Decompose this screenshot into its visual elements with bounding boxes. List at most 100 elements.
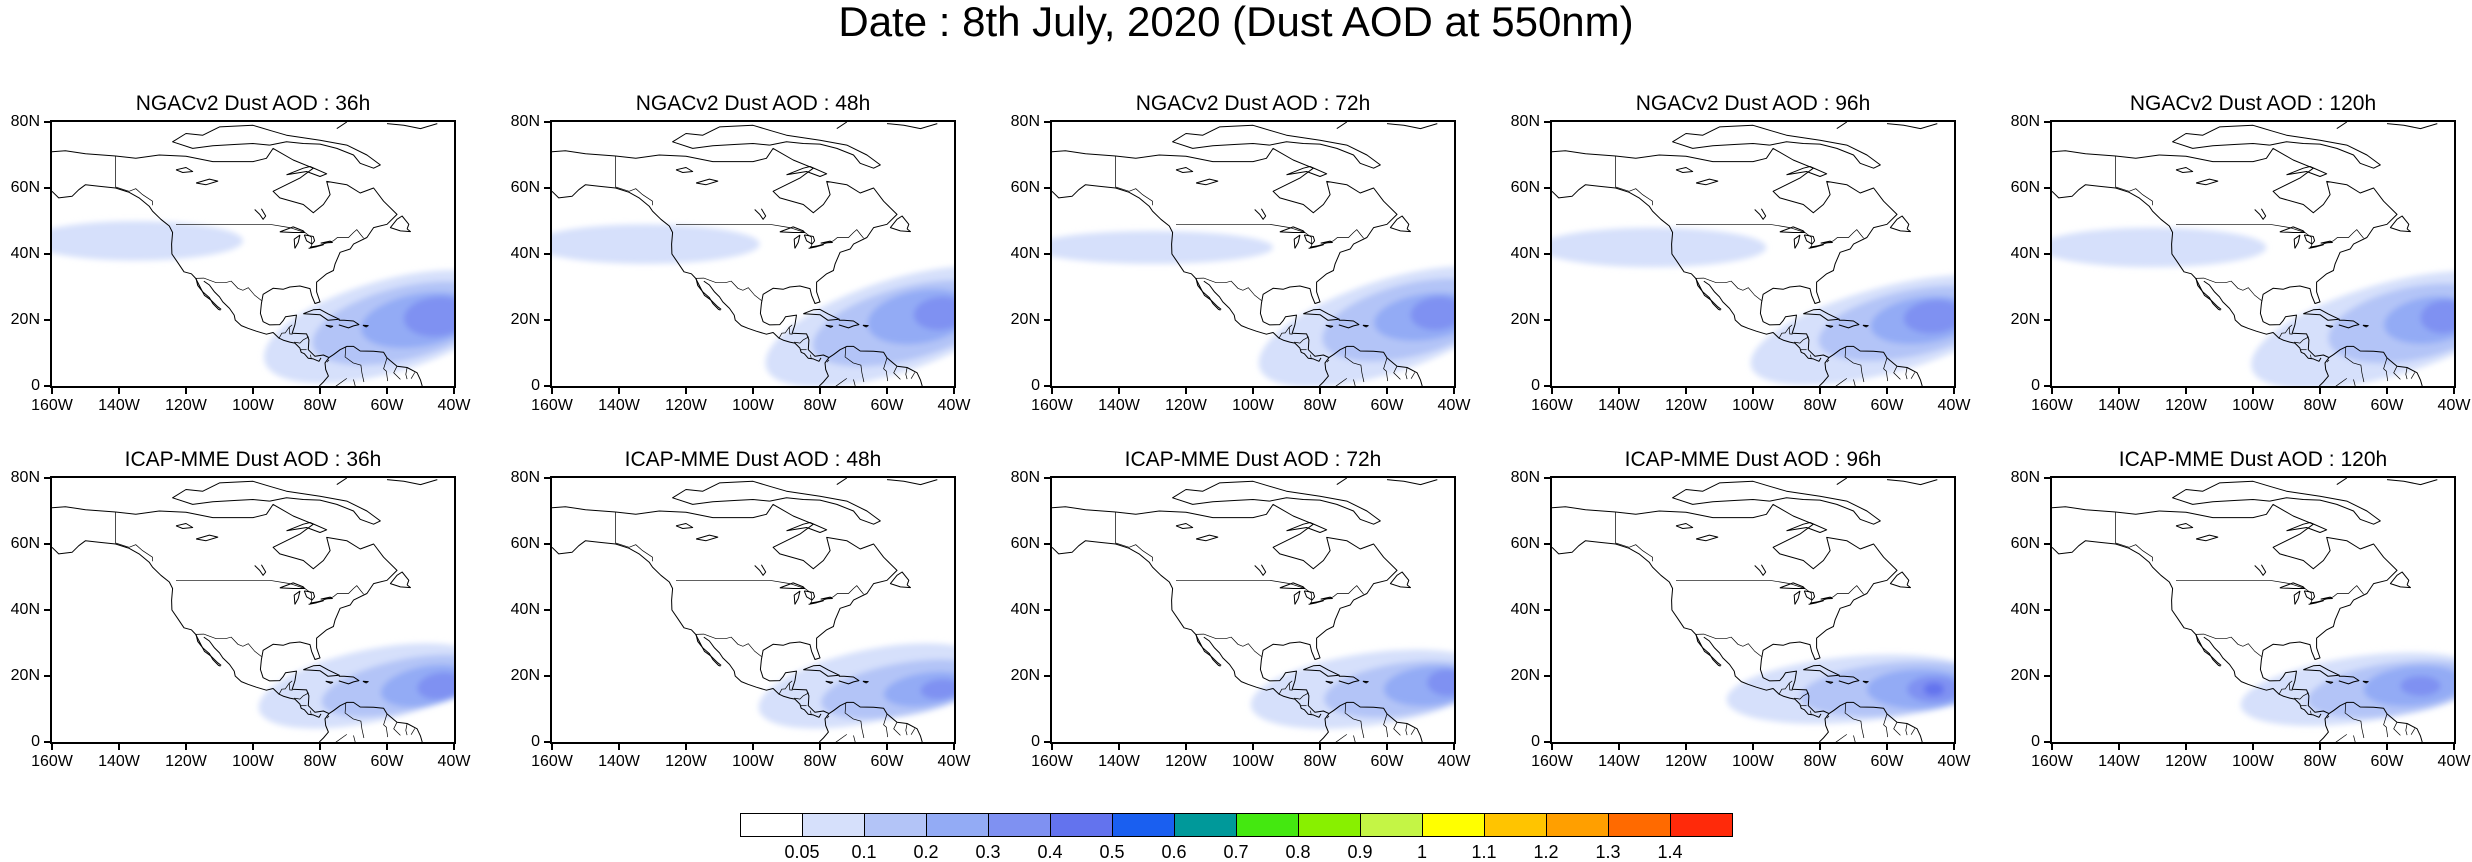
colorbar-swatch	[802, 813, 865, 837]
colorbar-swatch	[1608, 813, 1671, 837]
coastline	[1338, 675, 1360, 685]
figure-title: Date : 8th July, 2020 (Dust AOD at 550nm…	[838, 0, 1634, 45]
lat-tick	[44, 477, 50, 479]
lat-tick	[1044, 121, 1050, 123]
country-border	[2294, 336, 2310, 344]
country-border	[2115, 156, 2153, 206]
lake-outline	[2279, 226, 2306, 233]
colorbar-swatch	[1422, 813, 1485, 837]
country-border	[115, 512, 153, 562]
lat-tick	[1044, 253, 1050, 255]
lon-label: 120W	[1665, 397, 1707, 414]
lon-tick	[1319, 388, 1321, 394]
map-frame	[1050, 476, 1456, 744]
lake-outline	[1308, 244, 1324, 249]
country-border	[1195, 633, 1262, 657]
lake-outline	[1254, 564, 1267, 576]
lon-label: 80W	[1803, 753, 1837, 770]
country-border	[1176, 579, 1364, 604]
country-border	[1383, 713, 1389, 738]
country-border	[1893, 366, 1901, 380]
lake-outline	[1754, 564, 1767, 576]
lake-outline	[293, 590, 301, 605]
colorbar-swatch	[1360, 813, 1423, 837]
coastline	[389, 215, 411, 233]
lon-label: 40W	[1437, 753, 1471, 770]
dust-contour	[552, 224, 760, 264]
country-border	[2195, 277, 2262, 301]
coastline	[1336, 478, 1348, 486]
lat-label: 80N	[510, 113, 540, 130]
country-border	[1335, 734, 1348, 742]
lat-tick	[1044, 385, 1050, 387]
colorbar-swatch	[864, 813, 927, 837]
coastline	[1362, 680, 1369, 684]
coastline	[2325, 680, 2334, 684]
country-border	[2278, 324, 2293, 339]
country-border	[2405, 367, 2408, 380]
country-border	[826, 715, 830, 719]
lake-outline	[2303, 590, 2316, 601]
country-border	[335, 378, 348, 386]
lon-tick	[2319, 388, 2321, 394]
country-border	[410, 372, 416, 379]
country-border	[905, 723, 908, 736]
coastline	[1203, 636, 1322, 718]
borders	[1115, 512, 1416, 742]
country-border	[410, 728, 416, 735]
coastline	[2286, 522, 2328, 533]
coastline	[1172, 124, 1381, 169]
lon-label: 40W	[937, 397, 971, 414]
lon-tick	[2051, 744, 2053, 750]
coastline	[2338, 675, 2360, 685]
coastline	[338, 675, 360, 685]
lon-label: 160W	[31, 753, 73, 770]
lon-label: 160W	[2031, 753, 2073, 770]
country-border	[1410, 728, 1416, 735]
lat-label: 20N	[1010, 311, 1040, 328]
lat-label: 80N	[10, 469, 40, 486]
country-border	[676, 579, 864, 604]
lake-outline	[1808, 600, 1824, 605]
lake-outline	[1279, 582, 1306, 589]
country-border	[1809, 710, 1812, 715]
map-frame	[2050, 120, 2456, 388]
lon-label: 100W	[2232, 397, 2274, 414]
coastlines	[552, 478, 938, 742]
lon-label: 140W	[1098, 753, 1140, 770]
coastline	[1286, 522, 1328, 533]
coastline	[318, 713, 330, 742]
coastline	[1672, 480, 1881, 525]
coastline	[1195, 634, 1221, 667]
lake-outline	[2195, 534, 2219, 542]
coastline	[1803, 664, 1840, 677]
panel-title: NGACv2 Dust AOD : 96h	[1635, 92, 1871, 115]
lon-label: 80W	[2303, 753, 2337, 770]
country-border	[2410, 728, 2416, 735]
country-border	[1309, 710, 1312, 715]
coastline	[1052, 147, 1423, 386]
lat-label: 40N	[10, 245, 40, 262]
country-border	[1326, 359, 1330, 363]
coastline	[1889, 571, 1911, 589]
country-border	[326, 715, 330, 719]
coastline	[803, 664, 840, 677]
panel-title: NGACv2 Dust AOD : 72h	[1135, 92, 1371, 115]
dust-field	[1250, 649, 1454, 729]
country-border	[788, 682, 793, 691]
lon-label: 160W	[1531, 397, 1573, 414]
coastline	[1889, 215, 1911, 233]
dust-contour	[1552, 227, 1767, 268]
lake-outline	[2254, 208, 2267, 220]
coastline	[786, 166, 828, 177]
coastline	[886, 123, 938, 130]
lon-label: 140W	[2098, 753, 2140, 770]
map-frame	[1550, 120, 1956, 388]
lat-label: 20N	[2010, 311, 2040, 328]
lake-outline	[1254, 208, 1267, 220]
lon-tick	[551, 744, 553, 750]
lake-outline	[308, 244, 324, 249]
lat-tick	[544, 741, 550, 743]
coastline	[2318, 713, 2330, 742]
lon-tick	[453, 744, 455, 750]
